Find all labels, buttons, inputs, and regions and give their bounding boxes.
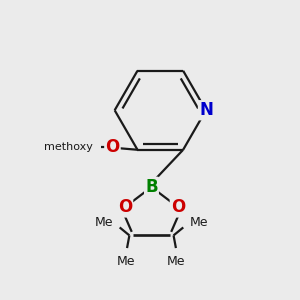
Text: Me: Me xyxy=(190,216,208,229)
Text: O: O xyxy=(171,198,185,216)
Text: B: B xyxy=(145,178,158,196)
Text: N: N xyxy=(199,101,213,119)
Text: Me: Me xyxy=(167,254,186,268)
Text: methoxy: methoxy xyxy=(44,142,93,152)
Text: O: O xyxy=(118,198,132,216)
Text: Me: Me xyxy=(95,216,113,229)
Text: O: O xyxy=(105,138,120,156)
Text: Me: Me xyxy=(117,254,136,268)
